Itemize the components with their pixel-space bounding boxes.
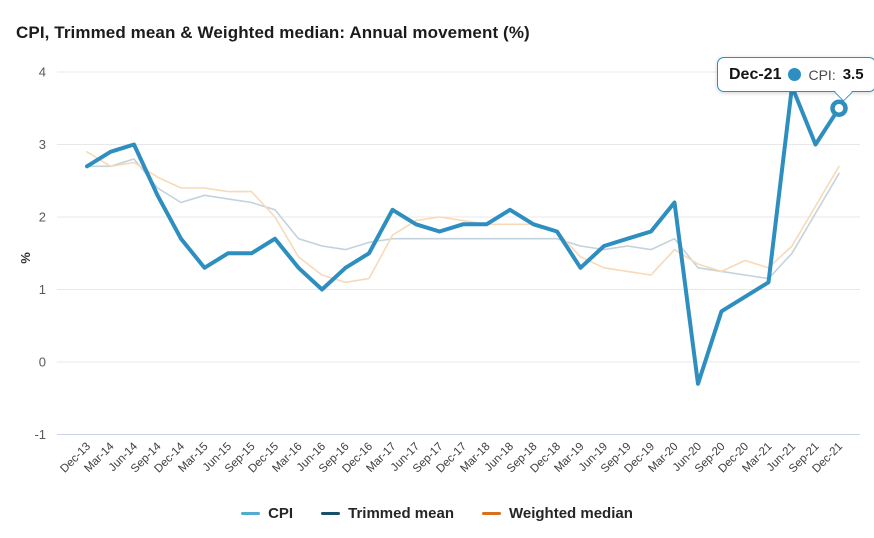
tooltip-value: 3.5 bbox=[842, 66, 864, 83]
cpi-line[interactable] bbox=[85, 84, 841, 386]
y-tick-label: 0 bbox=[39, 355, 46, 370]
legend-item-weighted-median[interactable]: Weighted median bbox=[481, 505, 633, 522]
tooltip-series-label: CPI: bbox=[808, 66, 836, 83]
tooltip: Dec-21 CPI: 3.5 bbox=[717, 57, 874, 102]
y-tick-label: 1 bbox=[39, 282, 46, 297]
tooltip-period: Dec-21 bbox=[729, 65, 782, 83]
line-chart[interactable]: 43210-1Dec-13Mar-14Jun-14Sep-14Dec-14Mar… bbox=[0, 0, 874, 500]
trimmed-mean-swatch-icon bbox=[321, 512, 341, 515]
chart-legend: CPI Trimmed mean Weighted median bbox=[0, 505, 874, 522]
legend-item-trimmed-mean[interactable]: Trimmed mean bbox=[321, 505, 454, 522]
weighted-median-line[interactable] bbox=[86, 151, 840, 284]
y-axis-title: % bbox=[18, 252, 33, 264]
chart-title: CPI, Trimmed mean & Weighted median: Ann… bbox=[16, 23, 530, 43]
legend-label-cpi: CPI bbox=[268, 505, 294, 522]
tooltip-series-dot bbox=[788, 68, 802, 81]
cpi-swatch-icon bbox=[241, 512, 261, 515]
legend-item-cpi[interactable]: CPI bbox=[241, 505, 293, 522]
y-tick-label: 3 bbox=[39, 137, 46, 152]
y-tick-label: -1 bbox=[34, 427, 46, 442]
legend-label-weighted-median: Weighted median bbox=[508, 505, 633, 522]
cpi-marker[interactable] bbox=[830, 99, 848, 117]
y-tick-label: 4 bbox=[39, 65, 46, 80]
weighted-median-swatch-icon bbox=[481, 512, 501, 515]
legend-label-trimmed-mean: Trimmed mean bbox=[348, 505, 454, 522]
y-tick-label: 2 bbox=[39, 210, 46, 225]
trimmed-mean-line[interactable] bbox=[86, 158, 840, 280]
